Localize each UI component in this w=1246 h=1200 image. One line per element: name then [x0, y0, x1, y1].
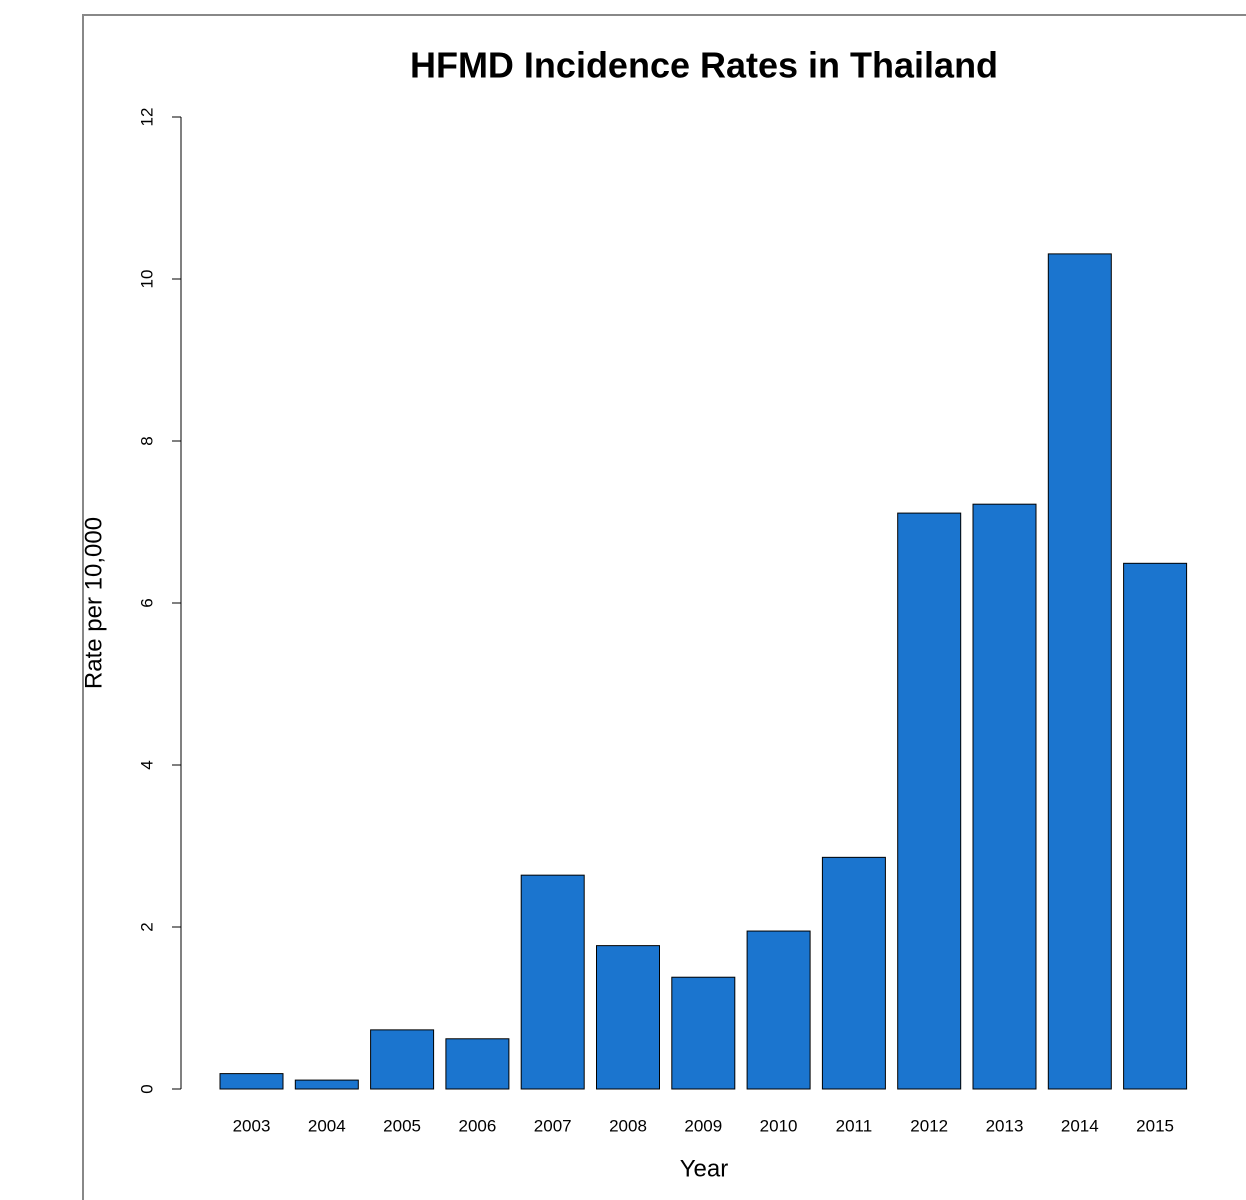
bar [294, 1079, 359, 1090]
bar [445, 1038, 510, 1090]
x-tick-label: 2008 [609, 1116, 647, 1135]
chart-title: HFMD Incidence Rates in Thailand [410, 45, 998, 86]
bar [219, 1073, 284, 1090]
x-tick-label: 2014 [1061, 1116, 1099, 1135]
y-tick-label: 0 [137, 1084, 156, 1093]
x-axis-label: Year [680, 1155, 729, 1182]
y-tick-label: 2 [137, 922, 156, 931]
bar [370, 1029, 435, 1090]
bar [746, 930, 811, 1090]
bar [1047, 253, 1112, 1090]
y-tick-label: 10 [137, 270, 156, 289]
y-tick-label: 4 [137, 760, 156, 769]
x-tick-label: 2009 [684, 1116, 722, 1135]
y-axis-label: Rate per 10,000 [80, 517, 107, 689]
x-tick-label: 2015 [1136, 1116, 1174, 1135]
x-tick-label: 2004 [308, 1116, 346, 1135]
x-tick-label: 2007 [534, 1116, 572, 1135]
frame [82, 14, 1246, 1200]
y-tick-label: 8 [137, 436, 156, 445]
bar [821, 856, 886, 1090]
bar [596, 945, 660, 1090]
bar [1123, 562, 1188, 1090]
bar [972, 503, 1037, 1090]
bar [520, 874, 585, 1090]
x-tick-label: 2013 [986, 1116, 1024, 1135]
x-tick-label: 2011 [836, 1116, 873, 1135]
x-tick-label: 2003 [233, 1116, 271, 1135]
y-tick-label: 6 [137, 598, 156, 607]
bar [671, 976, 736, 1090]
y-tick-label: 12 [137, 108, 156, 127]
x-tick-label: 2005 [383, 1116, 421, 1135]
x-tick-label: 2012 [910, 1116, 948, 1135]
bar [897, 512, 962, 1090]
x-tick-label: 2010 [760, 1116, 798, 1135]
x-tick-label: 2006 [458, 1116, 496, 1135]
